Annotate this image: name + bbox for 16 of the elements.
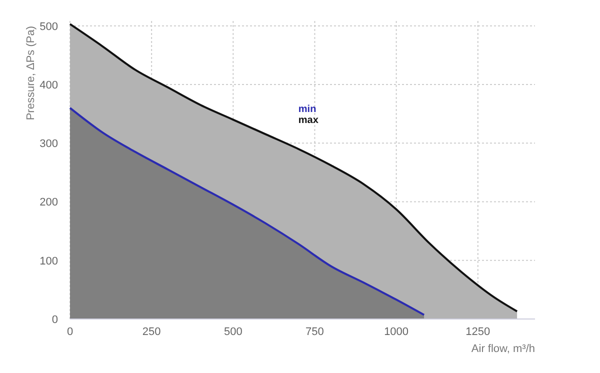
x-tick-label: 250	[142, 326, 161, 338]
y-axis-title: Pressure, ΔPs (Pa)	[25, 26, 37, 120]
x-tick-label: 0	[66, 326, 74, 338]
x-axis-title: Air flow, m³/h	[471, 343, 535, 355]
y-tick-label: 400	[40, 79, 58, 92]
y-tick-label: 200	[40, 196, 58, 209]
y-tick-label: 500	[40, 20, 58, 33]
y-tick-label: 0	[52, 314, 58, 326]
y-tick-label: 100	[40, 255, 58, 268]
text: max	[298, 115, 319, 126]
x-tick-label: 500	[224, 326, 242, 338]
text: min	[298, 104, 316, 115]
y-tick-label: 300	[40, 138, 58, 150]
x-tick-label: 1250	[466, 326, 490, 338]
x-tick-label: 1000	[384, 326, 409, 338]
x-tick-label: 750	[306, 326, 324, 338]
